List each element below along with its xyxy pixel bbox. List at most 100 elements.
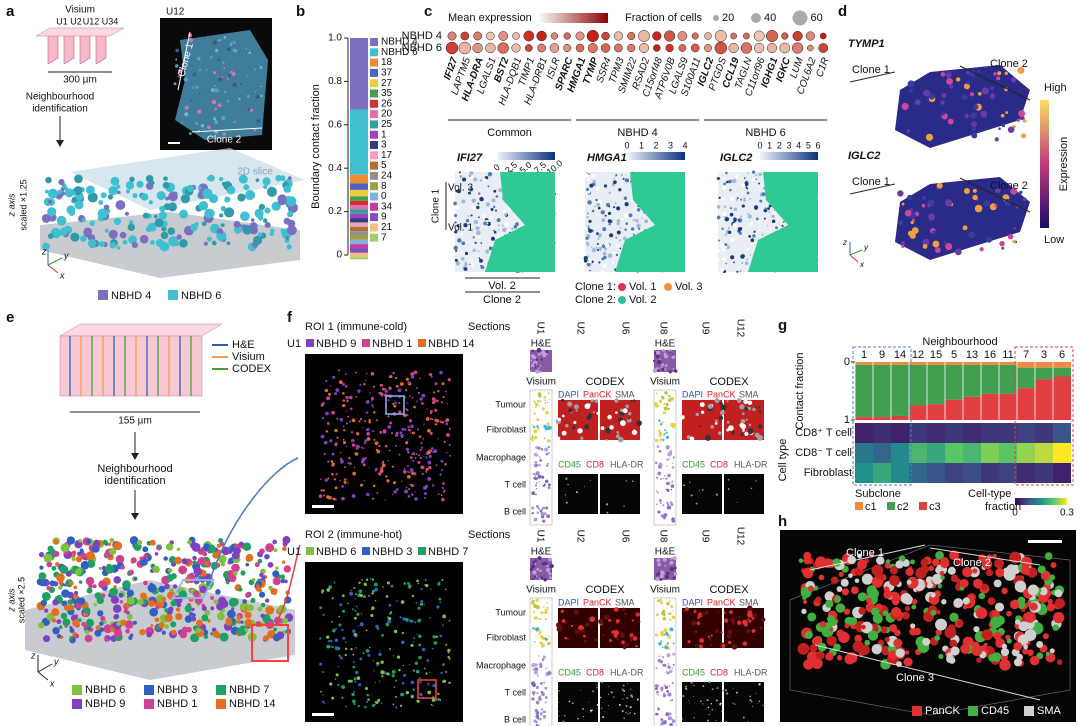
speckle [195,121,198,125]
speckle [550,569,552,572]
speckle [755,178,758,181]
speckle [580,629,585,634]
speckle [737,226,743,232]
speckle [759,221,761,224]
speckle [249,222,258,231]
speckle [680,415,685,420]
speckle [401,681,405,685]
speckle [128,569,134,576]
speckle [570,624,574,628]
speckle [662,348,665,352]
speckle [940,100,945,105]
speckle [973,578,983,589]
speckle [735,198,738,201]
label: SMA [739,597,759,607]
speckle [668,394,671,398]
speckle [44,608,49,613]
speckle [532,355,537,360]
speckle [407,494,411,498]
label: H&E [655,547,676,558]
speckle [416,579,419,583]
speckle [419,692,423,697]
speckle [1017,66,1025,74]
speckle [374,681,377,684]
speckle [170,621,177,628]
speckle [818,574,825,581]
speckle [385,595,389,598]
speckle [530,354,533,357]
speckle [775,226,779,230]
speckle [419,680,422,684]
speckle [607,211,612,216]
speckle [897,190,904,197]
label: U12 [734,319,745,338]
speckle [606,511,609,514]
speckle [749,221,754,225]
speckle [540,641,544,645]
speckle [439,634,443,638]
speckle [319,690,323,693]
speckle [532,472,535,476]
legend-dot [618,296,626,304]
label: z [30,650,36,660]
speckle [620,642,623,646]
speckle [393,629,398,634]
dot [677,31,688,41]
speckle [533,719,537,723]
legend-label: 5 [381,160,387,171]
legend-dot [664,283,672,291]
speckle [396,655,401,659]
legend-swatch [370,48,378,57]
speckle [601,218,606,222]
bar-segment [999,393,1017,420]
speckle [543,681,546,684]
speckle [74,200,84,210]
speckle [607,414,612,420]
speckle [535,598,539,602]
speckle [996,76,1001,81]
speckle [363,441,367,445]
speckle [561,619,566,623]
speckle [960,643,971,654]
speckle [672,368,675,370]
speckle [710,703,713,705]
speckle [260,85,263,88]
speckle [539,569,542,572]
speckle [746,258,749,261]
speckle [386,479,390,483]
speckle [573,420,577,425]
speckle [185,55,189,59]
speckle [632,233,635,236]
speckle [371,404,374,407]
zoom-box [385,395,405,415]
speckle [583,258,588,263]
speckle [544,618,547,621]
label: Tumour [495,607,526,617]
speckle [534,367,537,369]
speckle [567,483,569,486]
speckle [663,352,667,356]
speckle [971,645,983,656]
speckle [374,599,377,602]
speckle [455,205,460,210]
speckle [1006,610,1012,617]
label: y [863,243,869,252]
label: 0 [1012,508,1018,519]
speckle [665,643,669,647]
speckle [597,206,601,210]
label: DAPI [558,597,579,607]
speckle [1013,641,1023,651]
speckle [1000,647,1010,657]
speckle [663,634,666,636]
speckle [139,628,146,636]
speckle [161,226,167,232]
speckle [136,539,143,546]
speckle [763,217,766,220]
speckle [838,571,844,577]
speckle [429,671,431,673]
label: 3 [668,140,673,150]
label: T cell [505,687,526,697]
speckle [657,510,661,514]
speckle [752,234,756,238]
speckle [857,559,868,570]
